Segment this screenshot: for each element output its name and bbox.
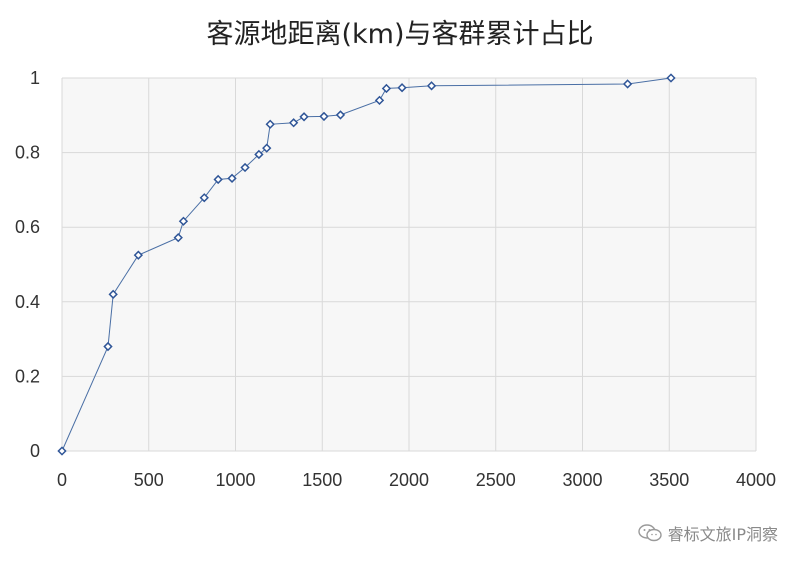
x-tick-label: 0 <box>57 470 67 490</box>
x-tick-label: 3000 <box>562 470 602 490</box>
watermark: 睿标文旅IP洞察 <box>637 521 778 545</box>
data-point-marker <box>666 73 676 83</box>
data-point-marker <box>265 119 275 129</box>
x-tick-label: 4000 <box>736 470 776 490</box>
series-cumulative-share <box>57 73 676 456</box>
data-point-marker <box>213 174 223 185</box>
data-point-marker <box>426 81 437 91</box>
data-point-marker <box>374 95 385 106</box>
data-point-marker <box>227 173 237 183</box>
data-point-marker <box>397 83 407 93</box>
x-tick-label: 3500 <box>649 470 689 490</box>
data-point-marker <box>103 341 113 352</box>
wechat-icon <box>637 524 662 542</box>
y-tick-label: 0 <box>30 441 40 461</box>
data-point-marker <box>299 112 309 122</box>
x-tick-label: 2000 <box>389 470 429 490</box>
data-point-marker <box>199 193 209 203</box>
data-point-marker <box>240 162 250 173</box>
data-point-marker <box>254 149 264 160</box>
x-tick-label: 1500 <box>302 470 342 490</box>
x-axis-ticks: 0 500 1000 1500 2000 2500 3000 3500 4000 <box>57 470 776 490</box>
x-tick-label: 500 <box>134 470 164 490</box>
data-point-marker <box>262 143 272 153</box>
x-tick-label: 1000 <box>215 470 255 490</box>
data-point-marker <box>108 289 118 300</box>
data-point-marker <box>178 216 189 226</box>
y-tick-label: 0.8 <box>15 143 40 163</box>
data-point-marker <box>335 110 346 120</box>
data-point-marker <box>381 83 392 94</box>
data-point-marker <box>57 446 67 456</box>
data-point-marker <box>173 232 183 243</box>
watermark-text: 睿标文旅IP洞察 <box>667 525 778 544</box>
data-point-marker <box>319 111 329 122</box>
grid <box>61 77 757 452</box>
chart-title: 客源地距离(km)与客群累计占比 <box>206 19 593 50</box>
y-tick-label: 0.6 <box>15 217 40 237</box>
y-tick-label: 1 <box>30 68 40 88</box>
y-tick-label: 0.4 <box>15 292 40 312</box>
data-point-marker <box>622 79 633 89</box>
x-tick-label: 2500 <box>476 470 516 490</box>
y-axis-ticks: 0 0.2 0.4 0.6 0.8 1 <box>15 68 40 461</box>
y-tick-label: 0.2 <box>15 366 40 386</box>
data-point-marker <box>288 118 299 128</box>
data-point-marker <box>133 250 144 260</box>
